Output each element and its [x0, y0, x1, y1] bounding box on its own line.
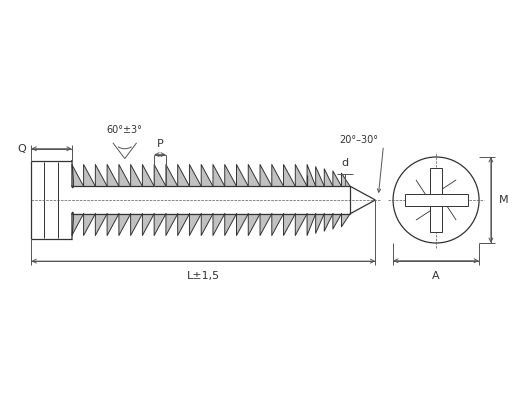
Polygon shape [143, 164, 154, 186]
Polygon shape [107, 164, 119, 186]
Polygon shape [107, 214, 119, 236]
Polygon shape [324, 214, 333, 231]
Text: 20°–30°: 20°–30° [339, 135, 378, 145]
Polygon shape [272, 214, 284, 236]
Polygon shape [342, 214, 350, 227]
Polygon shape [119, 164, 131, 186]
Polygon shape [284, 214, 295, 236]
Polygon shape [430, 168, 442, 232]
Polygon shape [166, 214, 177, 236]
Text: d: d [342, 158, 349, 168]
Polygon shape [248, 164, 260, 186]
Polygon shape [405, 194, 468, 206]
Text: L±1,5: L±1,5 [187, 271, 220, 281]
Polygon shape [315, 214, 324, 233]
Polygon shape [201, 214, 213, 236]
Polygon shape [307, 164, 315, 186]
Polygon shape [201, 164, 213, 186]
Polygon shape [248, 214, 260, 236]
Polygon shape [72, 214, 84, 236]
Polygon shape [260, 164, 272, 186]
Polygon shape [154, 164, 166, 186]
Polygon shape [95, 164, 107, 186]
Polygon shape [272, 164, 284, 186]
Polygon shape [177, 164, 189, 186]
Polygon shape [295, 214, 307, 236]
Polygon shape [84, 164, 95, 186]
Polygon shape [284, 164, 295, 186]
Polygon shape [95, 214, 107, 236]
Polygon shape [131, 164, 143, 186]
Polygon shape [154, 214, 166, 236]
Polygon shape [307, 214, 315, 236]
Polygon shape [225, 164, 236, 186]
Polygon shape [213, 164, 225, 186]
Polygon shape [333, 214, 342, 229]
Polygon shape [236, 164, 248, 186]
Polygon shape [72, 164, 84, 186]
Polygon shape [177, 214, 189, 236]
Polygon shape [84, 214, 95, 236]
Polygon shape [213, 214, 225, 236]
Text: A: A [432, 271, 440, 281]
Text: Q: Q [17, 144, 27, 154]
Text: P: P [156, 139, 164, 149]
Text: 60°±3°: 60°±3° [107, 125, 143, 135]
Polygon shape [295, 164, 307, 186]
Polygon shape [333, 171, 342, 186]
Polygon shape [260, 214, 272, 236]
Polygon shape [315, 167, 324, 186]
Polygon shape [166, 164, 177, 186]
Polygon shape [324, 169, 333, 186]
Text: M: M [499, 195, 508, 205]
Polygon shape [236, 214, 248, 236]
Polygon shape [143, 214, 154, 236]
Polygon shape [131, 214, 143, 236]
Polygon shape [189, 164, 201, 186]
Polygon shape [342, 173, 350, 186]
Polygon shape [189, 214, 201, 236]
Polygon shape [119, 214, 131, 236]
Polygon shape [225, 214, 236, 236]
